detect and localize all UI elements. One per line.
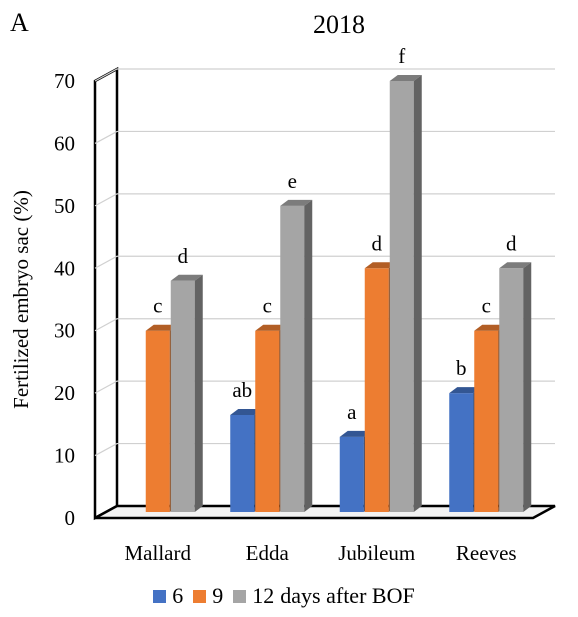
gridline (94, 193, 555, 207)
legend-swatch-6 (153, 589, 167, 603)
legend-swatch-12 (233, 589, 247, 603)
legend-label-6: 6 (172, 583, 184, 608)
y-tick-label: 60 (54, 131, 75, 155)
y-tick-label: 30 (54, 319, 75, 343)
legend-suffix: days after BOF (280, 583, 415, 608)
bar-side (194, 274, 203, 512)
legend: 6 9 12 days after BOF (0, 583, 578, 609)
chart-title: 2018 (313, 10, 365, 39)
legend-item-6: 6 (153, 583, 183, 609)
bar-12-mallard (170, 280, 195, 512)
data-label: c (263, 294, 272, 318)
data-label: c (153, 294, 162, 318)
bar-12-reeves (499, 268, 524, 512)
bar-12-edda (280, 205, 305, 512)
bar-6-edda (230, 414, 255, 512)
legend-label-12: 12 (252, 583, 275, 608)
y-tick-label: 10 (54, 444, 75, 468)
legend-item-12: 12 days after BOF (233, 583, 415, 609)
x-tick-label: Mallard (125, 541, 192, 565)
y-tick-label: 0 (65, 506, 76, 530)
panel-letter: A (10, 8, 29, 37)
x-tick-label: Reeves (456, 541, 517, 565)
gridline (94, 68, 555, 82)
y-tick-label: 50 (54, 194, 75, 218)
y-axis-label: Fertilized embryo sac (%) (9, 190, 33, 409)
bar-side (304, 199, 313, 512)
bar-side (523, 262, 532, 512)
y-tick-label: 70 (54, 69, 75, 93)
floor (94, 504, 556, 520)
bar-top (389, 75, 422, 81)
data-label: d (506, 231, 517, 255)
bar-top (255, 324, 288, 331)
bar-top (499, 262, 532, 269)
bar-side (413, 75, 422, 512)
bar-top (280, 199, 313, 206)
data-label: a (347, 400, 357, 424)
gridline (94, 130, 555, 144)
bar-9-jubileum (364, 268, 389, 512)
y-tick-label: 20 (54, 381, 75, 405)
bar-top (170, 274, 203, 281)
legend-swatch-9 (193, 589, 207, 603)
data-label: d (178, 244, 189, 268)
data-label: c (482, 294, 491, 318)
bar-top (474, 324, 507, 331)
bar-top (449, 387, 482, 394)
data-label: b (456, 356, 467, 380)
bar-6-reeves (449, 393, 474, 512)
data-label: f (398, 44, 405, 68)
bar-12-jubileum (389, 81, 414, 512)
legend-label-9: 9 (212, 583, 224, 608)
bar-top (339, 430, 372, 437)
bar-top (230, 408, 263, 415)
gridline (94, 255, 555, 269)
x-tick-label: Jubileum (338, 541, 415, 565)
bar-9-mallard (145, 330, 170, 512)
data-label: ab (232, 378, 252, 402)
bar-9-reeves (474, 330, 499, 512)
bar-9-edda (255, 330, 280, 512)
x-tick-label: Edda (246, 541, 290, 565)
bar-6-jubileum (339, 436, 364, 512)
bar-top (145, 324, 178, 331)
data-label: e (288, 169, 297, 193)
data-label: d (372, 231, 383, 255)
bar-top (364, 262, 397, 269)
side-wall (93, 66, 119, 521)
y-tick-label: 40 (54, 256, 75, 280)
legend-item-9: 9 (193, 583, 223, 609)
